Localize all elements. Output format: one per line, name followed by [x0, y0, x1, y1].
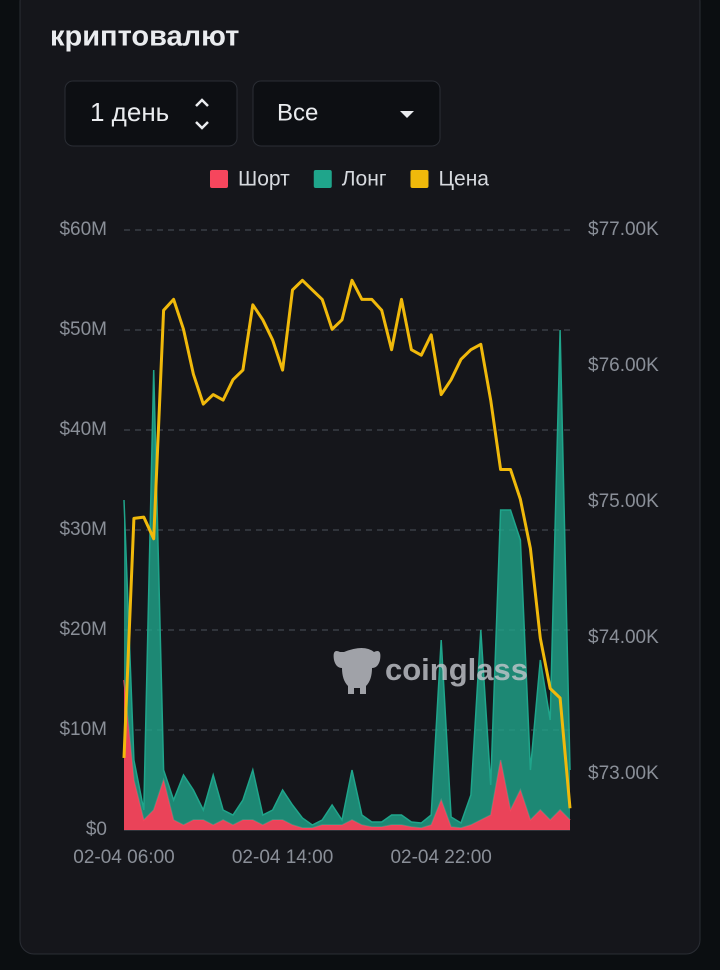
legend-swatch: [210, 170, 228, 188]
area: [124, 680, 570, 830]
select-text[interactable]: 1 день: [90, 97, 169, 127]
y2-tick-label: $77.00K: [588, 219, 659, 240]
x-tick-label: 02-04 22:00: [390, 847, 491, 868]
area-edge: [123, 329, 571, 826]
y2-tick-label: $76.00K: [588, 355, 659, 376]
select-box[interactable]: [64, 80, 238, 147]
watermark-text: coinglass: [385, 652, 528, 687]
y-tick-label: $40M: [59, 419, 107, 440]
y-tick-label: $50M: [59, 319, 107, 340]
area: [124, 330, 570, 828]
title: криптовалют: [50, 21, 239, 53]
x-tick-label: 02-04 06:00: [73, 847, 174, 868]
caret: [400, 111, 414, 118]
y-tick-label: $60M: [59, 219, 107, 240]
y-tick-label: $10M: [59, 719, 107, 740]
price-line: [122, 278, 572, 809]
chevrons: [195, 98, 209, 130]
card: [19, 0, 701, 955]
select-box[interactable]: [252, 80, 441, 147]
legend-label: Шорт: [238, 168, 290, 191]
legend-swatch: [313, 170, 332, 188]
select-text[interactable]: Все: [277, 99, 318, 126]
legend-label: Лонг: [342, 168, 387, 191]
watermark-logo: [333, 648, 381, 694]
legend-label: Цена: [438, 168, 489, 191]
x-tick-label: 02-04 14:00: [232, 847, 333, 868]
y-tick-label: $20M: [59, 619, 107, 640]
y2-tick-label: $74.00K: [588, 627, 659, 648]
y-tick-label: $30M: [59, 519, 107, 540]
legend-swatch: [410, 170, 429, 188]
y2-tick-label: $75.00K: [588, 491, 659, 512]
y2-tick-label: $73.00K: [588, 763, 659, 784]
period-select[interactable]: 1 день: [64, 80, 238, 147]
filter-select[interactable]: Все: [252, 80, 441, 147]
watermark: coinglass: [333, 648, 528, 694]
y-tick-label: $0: [86, 819, 107, 840]
